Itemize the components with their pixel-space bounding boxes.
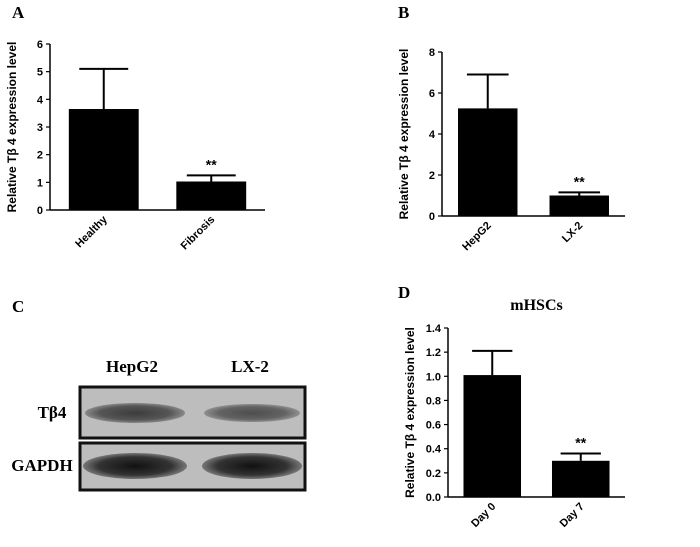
y-tick-label: 1.2 [426, 347, 441, 359]
y-axis-label: Relative Tβ 4 expression level [403, 327, 417, 498]
error-bar [560, 452, 601, 461]
y-axis-label: Relative Tβ 4 expression level [397, 49, 411, 220]
y-tick-label: 0.0 [426, 492, 441, 504]
y-tick-label: 3 [37, 122, 43, 134]
chart-title: mHSCs [510, 297, 562, 314]
error-bar [466, 73, 509, 109]
panel-label: C [12, 297, 24, 316]
y-tick-label: 1.4 [426, 323, 442, 335]
lane-label: LX-2 [231, 357, 269, 376]
y-tick-label: 8 [429, 47, 435, 59]
y-tick-label: 0.8 [426, 395, 441, 407]
significance-label: ** [206, 156, 217, 172]
y-tick-label: 0 [37, 205, 43, 217]
bar [463, 375, 522, 497]
significance-label: ** [574, 173, 585, 189]
x-tick-label: Day 7 [558, 501, 587, 530]
y-tick-label: 0.4 [426, 444, 442, 456]
y-axis-label: Relative Tβ 4 expression level [5, 42, 19, 213]
y-tick-label: 0.6 [426, 420, 441, 432]
y-tick-label: 0 [429, 211, 435, 223]
x-tick-label: Fibrosis [179, 214, 218, 253]
y-tick-label: 4 [429, 129, 436, 141]
error-bar [472, 349, 513, 376]
bar [458, 108, 518, 216]
y-tick-label: 6 [429, 88, 435, 100]
x-tick-label: Day 0 [469, 501, 498, 530]
bar [551, 460, 610, 497]
x-tick-label: HepG2 [460, 220, 494, 254]
bar [549, 195, 609, 216]
row-label: Tβ4 [38, 403, 67, 422]
significance-label: ** [575, 435, 586, 451]
y-tick-label: 2 [37, 150, 43, 162]
panel-label: A [12, 3, 25, 22]
y-tick-label: 4 [37, 94, 44, 106]
lane-label: HepG2 [106, 357, 158, 376]
x-tick-label: LX-2 [560, 220, 585, 245]
y-tick-label: 5 [37, 67, 43, 79]
bar [176, 181, 247, 210]
x-tick-label: Healthy [73, 213, 110, 250]
error-bar [79, 67, 129, 110]
y-tick-label: 6 [37, 39, 43, 51]
y-tick-label: 1 [37, 177, 43, 189]
panel-label: B [398, 3, 409, 22]
blot-band [204, 404, 300, 422]
blot-panel: C HepG2 LX-2 Tβ4 GAPDH [11, 297, 307, 492]
error-bar [558, 191, 601, 196]
y-tick-label: 1.0 [426, 371, 441, 383]
row-label: GAPDH [11, 456, 72, 475]
panel-label: D [398, 283, 410, 302]
blot-band [202, 453, 302, 479]
error-bar [186, 174, 236, 182]
blot-band [83, 453, 187, 479]
bar [68, 109, 139, 210]
blot-band [85, 403, 185, 423]
y-tick-label: 0.2 [426, 468, 441, 480]
y-tick-label: 2 [429, 170, 435, 182]
